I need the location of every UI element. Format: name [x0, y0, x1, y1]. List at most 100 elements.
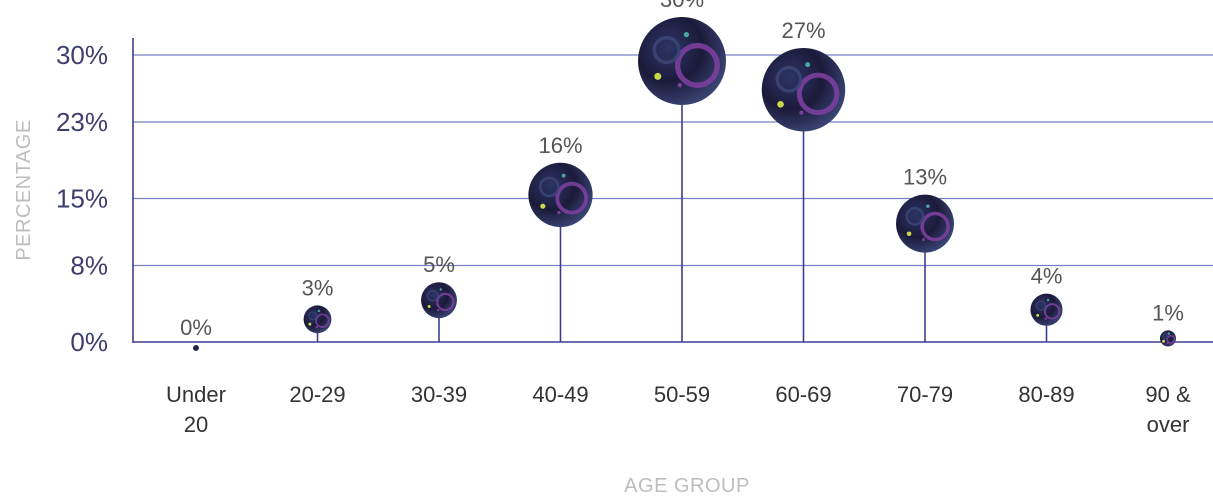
bubble-dot-a-6 — [906, 231, 912, 237]
y-axis-label: PERCENTAGE — [13, 119, 35, 260]
bubble-ring-8 — [1162, 333, 1168, 340]
bubble-4 — [638, 17, 726, 105]
bubble-fill-0 — [193, 345, 199, 351]
bubble-fill-7 — [1030, 293, 1063, 326]
bubble-ring-5 — [775, 65, 803, 93]
bubble-fill-4 — [638, 17, 726, 105]
x-tick-label-0: Under 20 — [166, 382, 226, 437]
axes — [132, 38, 1213, 343]
x-tick-line-1-0: 20-29 — [289, 382, 345, 407]
bubble-dot-c-1 — [315, 325, 319, 329]
bubble-dot-b-3 — [561, 173, 566, 178]
bubble-0 — [193, 345, 199, 351]
x-tick-label-7: 80-89 — [1018, 382, 1074, 407]
x-tick-line-3-0: 40-49 — [532, 382, 588, 407]
bubble-dot-c-6 — [922, 238, 925, 242]
data-label-6: 13% — [903, 165, 947, 190]
bubble-fill-2 — [421, 282, 457, 319]
bubble-dot-b-4 — [683, 31, 690, 38]
bubble-6 — [896, 194, 954, 253]
x-tick-line-8-0: 90 & — [1145, 382, 1191, 407]
bubble-swirl-5 — [796, 72, 840, 116]
data-label-3: 16% — [538, 133, 582, 158]
bubble-swirl-8 — [1166, 334, 1176, 344]
bubble-1 — [303, 305, 332, 334]
y-tick-label-2: 15% — [56, 184, 108, 214]
bubble-dot-b-7 — [1046, 298, 1050, 302]
bubble-swirl-3 — [555, 181, 589, 215]
bubble-swirl-7 — [1043, 303, 1061, 320]
bubble-dot-c-4 — [677, 83, 682, 88]
bubble-fill-1 — [303, 305, 332, 334]
bubble-ring-3 — [538, 176, 560, 198]
data-label-5: 27% — [781, 18, 825, 43]
bubble-ring-2 — [426, 289, 439, 302]
y-tick-label-3: 23% — [56, 107, 108, 137]
x-tick-label-4: 50-59 — [654, 382, 710, 407]
bubble-fill-3 — [528, 162, 593, 228]
x-tick-line-0-0: Under — [166, 382, 226, 407]
bubble-dot-b-6 — [926, 204, 930, 208]
bubble-dot-a-4 — [654, 72, 662, 80]
bubble-3 — [528, 162, 593, 228]
bubble-dot-c-2 — [436, 308, 440, 312]
data-label-1: 3% — [302, 275, 334, 300]
x-tick-label-6: 70-79 — [897, 382, 953, 407]
data-label-4: 30% — [660, 0, 704, 12]
x-tick-line-0-1: 20 — [184, 412, 208, 437]
x-tick-line-7-0: 80-89 — [1018, 382, 1074, 407]
bubble-fill-5 — [761, 47, 846, 132]
bubble-dot-a-7 — [1036, 313, 1040, 317]
bubble-ring-6 — [905, 207, 925, 226]
bubble-ring-7 — [1035, 300, 1047, 311]
bubble-dot-b-1 — [317, 309, 321, 313]
bubble-dot-c-3 — [557, 210, 561, 215]
x-tick-label-2: 30-39 — [411, 382, 467, 407]
bubble-dot-a-3 — [540, 203, 546, 209]
bubble-dot-a-8 — [1162, 339, 1166, 343]
x-tick-line-5-0: 60-69 — [775, 382, 831, 407]
bubble-8 — [1159, 330, 1177, 347]
x-tick-labels: Under 20 20-29 30-39 40-49 50-59 60-69 70-79 80-… — [166, 382, 1191, 437]
x-tick-label-3: 40-49 — [532, 382, 588, 407]
bubble-dot-a-1 — [308, 322, 312, 326]
x-tick-line-8-1: over — [1147, 412, 1190, 437]
bubble-swirl-6 — [920, 211, 950, 242]
bubble-7 — [1030, 293, 1063, 326]
bubble-2 — [421, 282, 457, 319]
x-tick-label-1: 20-29 — [289, 382, 345, 407]
bubble-swirl-4 — [674, 42, 720, 88]
bubble-swirl-1 — [315, 313, 330, 328]
bubble-dot-c-8 — [1166, 341, 1169, 345]
bubble-dot-c-7 — [1044, 317, 1047, 320]
y-tick-label-0: 0% — [70, 327, 108, 357]
x-tick-line-2-0: 30-39 — [411, 382, 467, 407]
x-axis-label: AGE GROUP — [624, 475, 750, 497]
x-tick-label-5: 60-69 — [775, 382, 831, 407]
bubble-ring-1 — [308, 311, 318, 321]
bubble-swirl-2 — [436, 292, 455, 312]
bubble-dot-b-2 — [439, 288, 442, 291]
x-tick-line-4-0: 50-59 — [654, 382, 710, 407]
bubble-dot-c-5 — [799, 110, 804, 115]
bubbles — [193, 17, 1177, 351]
data-labels: 0% 3% 5% 16% 30% 27% 13% 4% 1% — [180, 0, 1184, 340]
x-tick-line-6-0: 70-79 — [897, 382, 953, 407]
data-label-0: 0% — [180, 315, 212, 340]
data-label-2: 5% — [423, 252, 455, 277]
bubble-5 — [761, 47, 846, 132]
bubble-ring-4 — [652, 35, 681, 65]
x-tick-label-8: 90 & over — [1145, 382, 1191, 437]
y-tick-label-4: 30% — [56, 40, 108, 70]
bubble-dot-a-5 — [777, 100, 784, 108]
bubble-fill-6 — [896, 194, 954, 253]
y-tick-labels: 0% 8% 15% 23% 30% — [56, 40, 108, 357]
data-label-8: 1% — [1152, 300, 1184, 325]
bubble-dot-a-2 — [427, 304, 431, 308]
y-tick-label-1: 8% — [70, 250, 108, 280]
data-label-7: 4% — [1031, 264, 1063, 289]
bubble-dot-b-8 — [1167, 332, 1171, 335]
bubble-dot-b-5 — [805, 62, 811, 68]
